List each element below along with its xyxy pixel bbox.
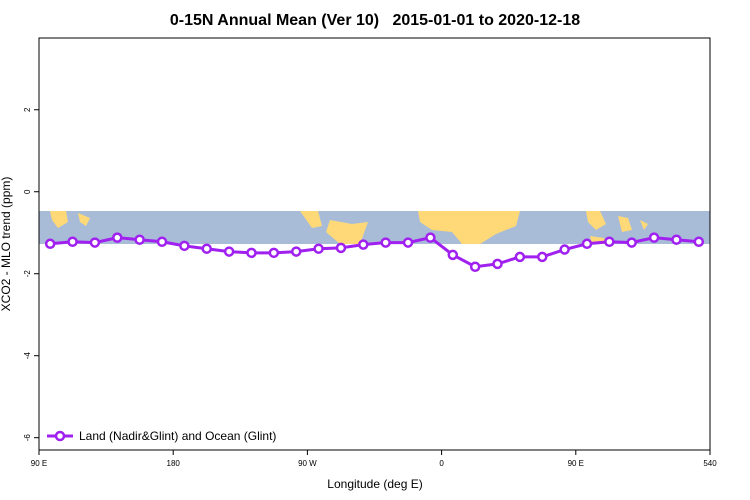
data-point [469,261,481,273]
data-point [492,258,503,270]
y-tick-label: -4 [23,352,32,360]
x-tick-label: 180 [167,459,181,468]
data-point [290,246,302,257]
data-point [44,238,56,250]
legend-label: Land (Nadir&Glint) and Ocean (Glint) [79,429,276,443]
y-tick-label: -2 [23,270,32,278]
x-tick-label: 540 [703,459,717,468]
data-point [67,236,78,247]
data-point [179,240,190,252]
data-point [604,236,615,247]
x-tick-label: 0 [439,459,444,468]
data-point [246,247,257,259]
data-point [581,238,593,250]
data-point [268,247,280,259]
chart-title: 0-15N Annual Mean (Ver 10) 2015-01-01 to… [170,12,580,29]
data-point [89,237,101,248]
y-tick-label: -6 [23,434,32,442]
x-tick-label: 90 E [31,459,47,468]
data-point [112,232,123,243]
data-point [447,249,459,261]
data-point [201,243,212,254]
data-point [358,239,369,250]
data-point [156,236,168,247]
data-point [402,237,414,248]
data-point [537,251,548,263]
data-point [134,234,145,245]
x-axis-label: Longitude (deg E) [327,477,422,491]
data-point [425,232,436,243]
data-point [693,236,705,247]
x-tick-label: 90 W [298,459,317,468]
legend-marker [54,430,66,442]
plot-frame [38,37,711,451]
data-point [223,246,235,257]
data-point [648,232,660,243]
map-band [39,211,710,244]
data-point [313,243,324,254]
data-point [380,237,391,248]
data-point [335,242,347,254]
data-point [514,251,526,263]
y-tick-label: 0 [23,189,32,194]
x-tick-label: 90 E [568,459,584,468]
y-tick-label: 2 [23,107,32,112]
data-point [559,244,570,255]
data-point [671,234,682,245]
y-axis-label: XCO2 - MLO trend (ppm) [0,177,13,312]
data-point [626,237,637,248]
